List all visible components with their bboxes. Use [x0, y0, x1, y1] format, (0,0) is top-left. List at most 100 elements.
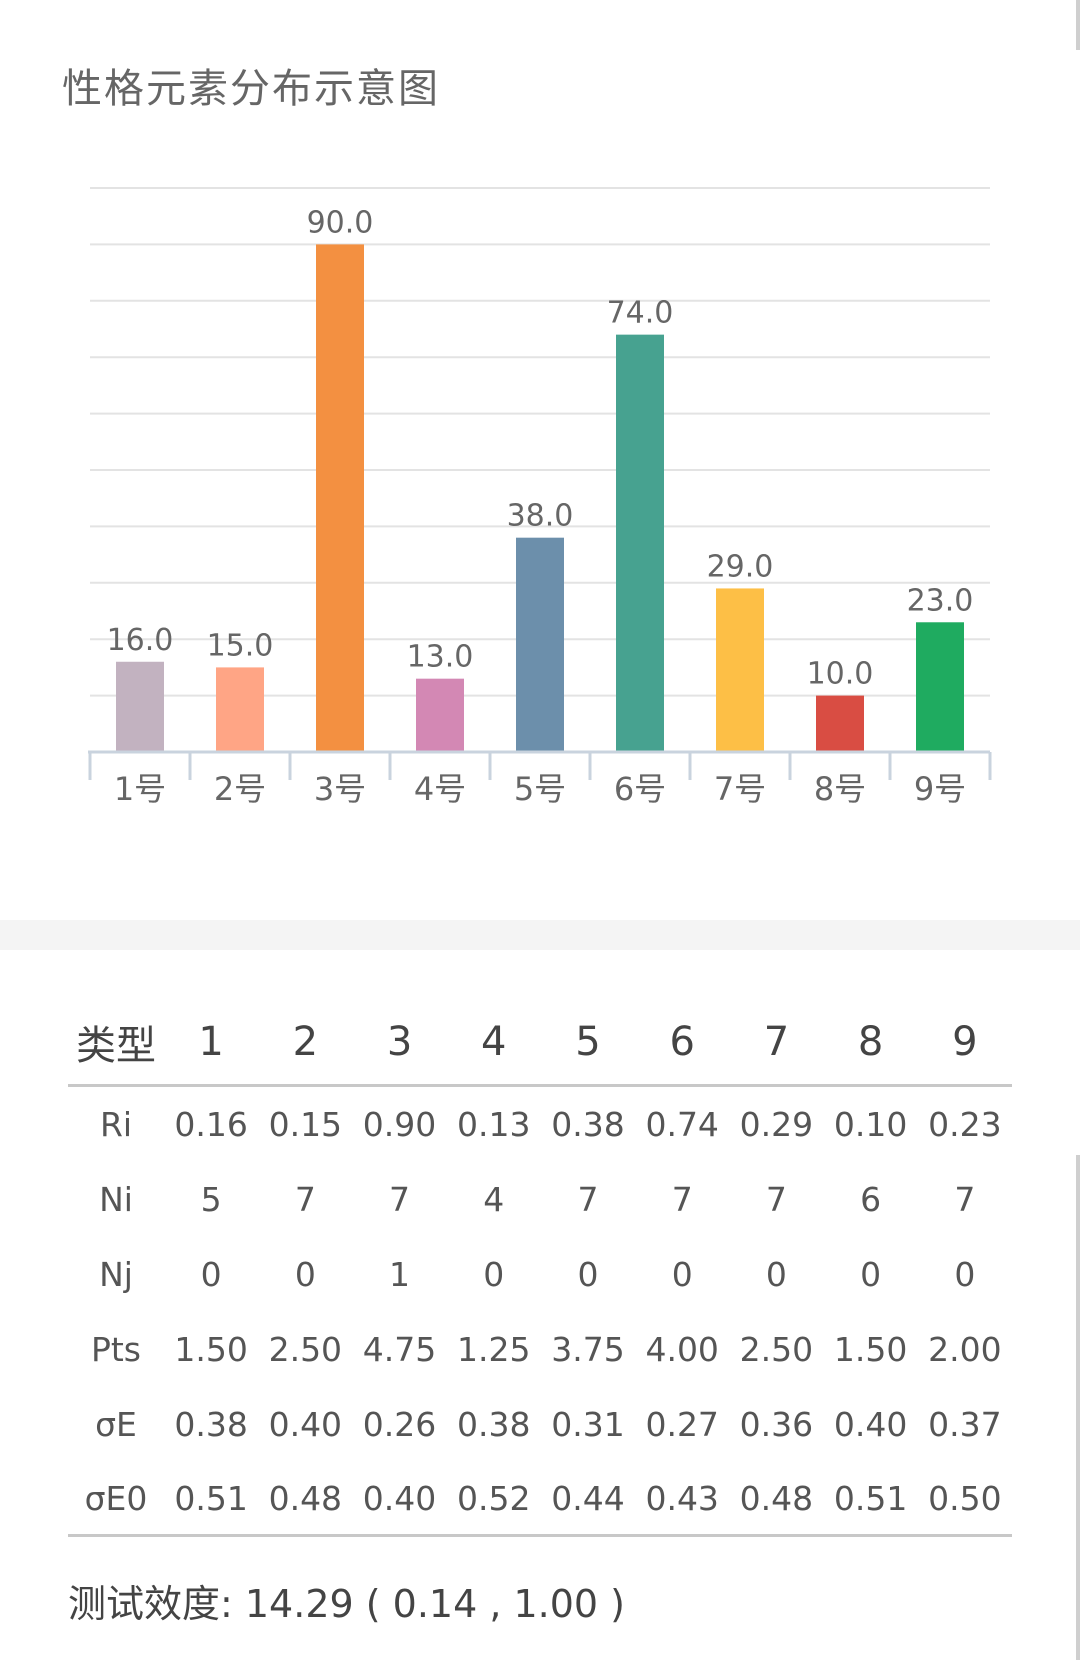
- table-cell: 0.29: [739, 1105, 814, 1144]
- table-header-cell: 2: [258, 1000, 353, 1087]
- stats-table: 类型 1 2 3 4 5 6 7 8 9 Ri 0.16 0.15 0.90 0…: [68, 1000, 1012, 1537]
- table-cell: 4.75: [362, 1330, 437, 1369]
- table-cell: 0.48: [258, 1462, 353, 1537]
- scrollbar-thumb[interactable]: [1076, 1155, 1080, 1660]
- value-labels: 16.0 15.0 90.0 13.0 38.0 74.0 29.0 10.0 23.0: [107, 205, 974, 691]
- table-cell: 6: [860, 1180, 882, 1219]
- table-row: σE0 0.51 0.48 0.40 0.52 0.44 0.43 0.48 0…: [68, 1462, 1012, 1537]
- table-header-cell: 4: [446, 1000, 541, 1087]
- row-label: Nj: [99, 1255, 133, 1294]
- table-cell: 0.15: [268, 1105, 343, 1144]
- section-divider: [0, 920, 1080, 950]
- table-cell: 0.48: [729, 1462, 824, 1537]
- table-cell: 7: [294, 1180, 316, 1219]
- table-row: Nj 0 0 1 0 0 0 0 0 0: [68, 1237, 1012, 1312]
- table-cell: 0.51: [823, 1462, 918, 1537]
- x-tick-label: 9号: [914, 770, 966, 808]
- table-cell: 0.26: [362, 1405, 437, 1444]
- scrollbar-thumb[interactable]: [1076, 0, 1080, 50]
- table-header-cell: 1: [164, 1000, 259, 1087]
- table-cell: 0.40: [268, 1405, 343, 1444]
- bar[interactable]: [616, 334, 664, 752]
- x-tick-label: 1号: [114, 770, 166, 808]
- table-header-cell: 6: [635, 1000, 730, 1087]
- row-label: Ni: [99, 1180, 133, 1219]
- table-cell: 0.23: [928, 1105, 1002, 1144]
- chart-title: 性格元素分布示意图: [62, 66, 440, 112]
- table-cell: 7: [765, 1180, 787, 1219]
- table-header-cell: 类型: [68, 1000, 164, 1087]
- table-cell: 0: [765, 1255, 787, 1294]
- table-cell: 0.51: [164, 1462, 259, 1537]
- table-cell: 1.25: [457, 1330, 531, 1369]
- x-tick-label: 3号: [314, 770, 366, 808]
- table-cell: 0: [483, 1255, 505, 1294]
- chart-card: 性格元素分布示意图 16.0 15.0 90.0 13.0 38.0 74.0 29.0 10…: [62, 66, 992, 808]
- table-cell: 3.75: [551, 1330, 625, 1369]
- bar-value-label: 90.0: [307, 205, 374, 240]
- table-cell: 0.43: [635, 1462, 730, 1537]
- table-cell: 0.31: [551, 1405, 625, 1444]
- table-row: Ni 5 7 7 4 7 7 7 6 7: [68, 1162, 1012, 1237]
- table-cell: 2.50: [739, 1330, 814, 1369]
- table-cell: 7: [389, 1180, 411, 1219]
- table-cell: 2.50: [268, 1330, 343, 1369]
- table-cell: 4: [483, 1180, 505, 1219]
- stats-table-area: 类型 1 2 3 4 5 6 7 8 9 Ri 0.16 0.15 0.90 0…: [68, 1000, 1012, 1537]
- table-cell: 0.37: [928, 1405, 1002, 1444]
- x-axis: 1号 2号 3号 4号 5号 6号 7号 8号 9号: [88, 750, 992, 808]
- bar[interactable]: [416, 678, 464, 752]
- table-cell: 5: [200, 1180, 222, 1219]
- bar[interactable]: [716, 588, 764, 752]
- table-header-cell: 3: [352, 1000, 447, 1087]
- table-cell: 0.38: [551, 1105, 625, 1144]
- table-cell: 0.38: [174, 1405, 248, 1444]
- bars: [116, 244, 964, 752]
- table-header-row: 类型 1 2 3 4 5 6 7 8 9: [68, 1000, 1012, 1087]
- bar[interactable]: [316, 244, 364, 752]
- table-cell: 0: [671, 1255, 693, 1294]
- row-label: σE: [95, 1405, 137, 1444]
- bar[interactable]: [516, 537, 564, 752]
- table-cell: 4.00: [645, 1330, 719, 1369]
- table-header-cell: 8: [823, 1000, 918, 1087]
- x-tick-label: 7号: [714, 770, 766, 808]
- bar-value-label: 29.0: [707, 549, 774, 584]
- table-row: Pts 1.50 2.50 4.75 1.25 3.75 4.00 2.50 1…: [68, 1312, 1012, 1387]
- bar-value-label: 16.0: [107, 623, 174, 658]
- table-row: Ri 0.16 0.15 0.90 0.13 0.38 0.74 0.29 0.…: [68, 1086, 1012, 1163]
- table-cell: 0.52: [446, 1462, 541, 1537]
- bar-value-label: 23.0: [907, 583, 974, 618]
- bar[interactable]: [216, 667, 264, 752]
- table-row: σE 0.38 0.40 0.26 0.38 0.31 0.27 0.36 0.…: [68, 1387, 1012, 1462]
- row-label: Ri: [99, 1105, 133, 1144]
- table-cell: 0.40: [833, 1405, 908, 1444]
- table-cell: 7: [577, 1180, 599, 1219]
- bar-value-label: 10.0: [807, 657, 874, 692]
- table-cell: 1.50: [174, 1330, 248, 1369]
- table-cell: 0.16: [174, 1105, 248, 1144]
- bar-value-label: 74.0: [607, 296, 674, 331]
- bar-value-label: 38.0: [507, 499, 574, 534]
- table-cell: 7: [954, 1180, 976, 1219]
- table-cell: 0.90: [362, 1105, 437, 1144]
- bar[interactable]: [116, 661, 164, 752]
- table-cell: 0.40: [352, 1462, 447, 1537]
- x-tick-label: 6号: [614, 770, 666, 808]
- table-header-cell: 5: [540, 1000, 636, 1087]
- table-cell: 0.50: [917, 1462, 1012, 1537]
- table-cell: 1: [389, 1255, 411, 1294]
- bar[interactable]: [816, 695, 864, 752]
- x-tick-label: 4号: [414, 770, 466, 808]
- row-label: Pts: [90, 1330, 142, 1369]
- bar[interactable]: [916, 622, 964, 752]
- bar-value-label: 13.0: [407, 640, 474, 675]
- table-cell: 0: [577, 1255, 599, 1294]
- table-cell: 1.50: [833, 1330, 908, 1369]
- table-cell: 0: [860, 1255, 882, 1294]
- table-cell: 0.10: [833, 1105, 908, 1144]
- test-validity-summary: 测试效度: 14.29 ( 0.14 , 1.00 ): [68, 1582, 626, 1626]
- x-tick-label: 5号: [514, 770, 566, 808]
- table-cell: 7: [671, 1180, 693, 1219]
- x-tick-label: 8号: [814, 770, 866, 808]
